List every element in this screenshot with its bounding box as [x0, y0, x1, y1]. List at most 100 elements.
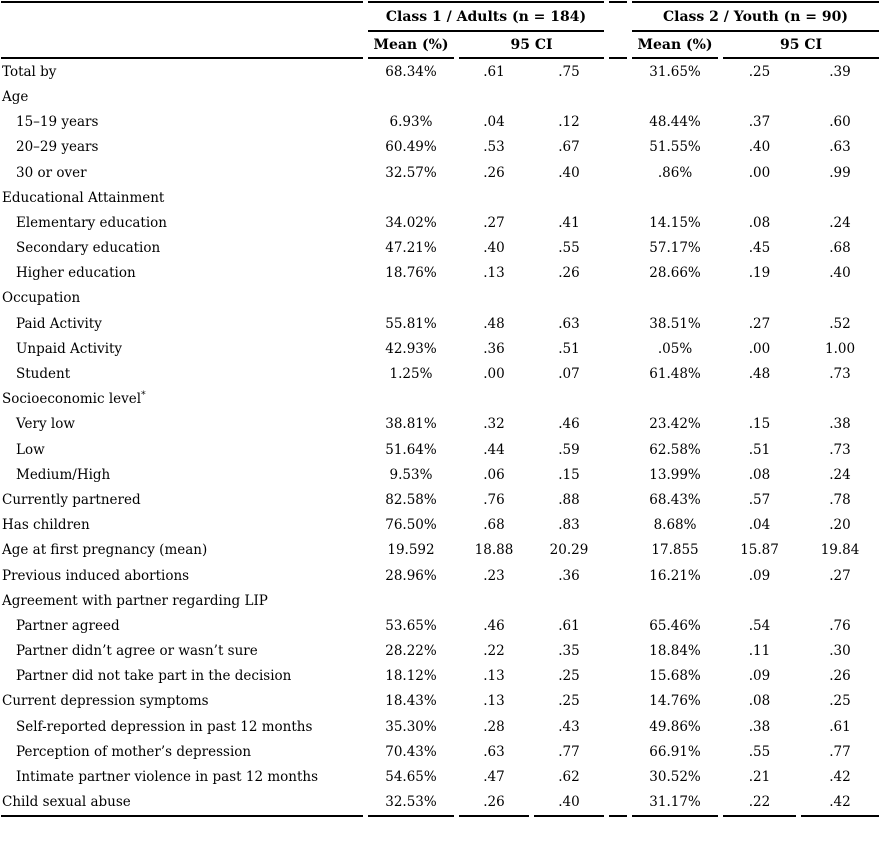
- column-gap: [609, 236, 627, 261]
- cell-value: 17.855: [651, 542, 699, 559]
- cell-value: 35.30%: [385, 718, 437, 735]
- cell-value: .13: [483, 693, 505, 710]
- cell-value: 57.17%: [649, 240, 701, 257]
- column-gap: [609, 538, 627, 563]
- column-gap: [609, 135, 627, 160]
- cell-value: 51.64%: [385, 441, 437, 458]
- row-label: Occupation: [2, 290, 81, 307]
- cell-value: [534, 588, 604, 613]
- cell-value: 18.43%: [385, 693, 437, 710]
- header-mean-class1: Mean (%): [368, 32, 454, 60]
- cell-value: .30: [829, 643, 851, 660]
- corner-cell: [1, 32, 363, 60]
- table-row: Very low 38.81% .32 .46 23.42% .15 .38: [1, 412, 879, 437]
- cell-value: .53: [483, 139, 505, 156]
- cell-value: .51: [748, 441, 771, 458]
- column-gap: [609, 563, 627, 588]
- cell-value: .27: [748, 315, 771, 332]
- cell-value: .36: [558, 567, 580, 584]
- cell-value: 66.91%: [649, 743, 701, 760]
- column-gap: [609, 185, 627, 210]
- column-gap: [609, 714, 627, 739]
- cell-value: 1.00: [824, 340, 856, 357]
- row-label: Elementary education: [16, 214, 167, 231]
- column-gap: [609, 361, 627, 386]
- cell-value: .04: [483, 114, 505, 131]
- cell-value: .28: [483, 718, 505, 735]
- cell-value: 31.17%: [632, 790, 719, 817]
- table-row: Current depression symptoms 18.43% .13 .25 1…: [1, 689, 879, 714]
- table-row: Partner agreed 53.65% .46 .61 65.46% .54 .76: [1, 613, 879, 638]
- table-row: Agreement with partner regarding LIP: [1, 588, 879, 613]
- row-label: Secondary education: [16, 240, 161, 257]
- cell-value: [534, 286, 604, 311]
- cell-value: .25: [558, 693, 580, 710]
- row-label: Agreement with partner regarding LIP: [2, 592, 268, 609]
- footnote-marker: *: [141, 390, 146, 401]
- cell-value: 61.48%: [649, 366, 701, 383]
- cell-value: .61: [483, 63, 505, 80]
- row-label: Currently partnered: [2, 491, 141, 508]
- column-gap: [609, 336, 627, 361]
- cell-value: .13: [483, 668, 505, 685]
- column-gap: [609, 487, 627, 512]
- cell-value: .15: [558, 466, 580, 483]
- cell-value: [632, 387, 718, 412]
- column-gap: [609, 513, 627, 538]
- cell-value: .55: [748, 743, 771, 760]
- row-label: Previous induced abortions: [2, 567, 190, 584]
- column-gap: [609, 790, 628, 817]
- cell-value: 18.84%: [649, 643, 701, 660]
- cell-value: [368, 588, 454, 613]
- cell-value: .07: [558, 366, 580, 383]
- table-row: Medium/High 9.53% .06 .15 13.99% .08 .24: [1, 462, 879, 487]
- cell-value: [801, 387, 879, 412]
- table-row: Child sexual abuse 32.53% .26.40 31.17% .22.…: [1, 790, 880, 817]
- cell-value: .00: [483, 366, 505, 383]
- row-label: Unpaid Activity: [16, 340, 123, 357]
- column-gap: [609, 84, 627, 109]
- cell-value: [632, 286, 718, 311]
- cell-value: [368, 387, 454, 412]
- cell-value: 15.87: [740, 542, 779, 559]
- cell-value: .20: [829, 517, 851, 534]
- table-row: Unpaid Activity 42.93% .36 .51 .05% .00 1.00: [1, 336, 879, 361]
- cell-value: .04: [748, 517, 771, 534]
- row-label: Higher education: [16, 265, 136, 282]
- row-label: Age at first pregnancy (mean): [2, 542, 208, 559]
- cell-value: .35: [558, 643, 580, 660]
- sub-header-row: Mean (%) 95 CI Mean (%) 95 CI: [1, 32, 880, 60]
- cell-value: 8.68%: [653, 517, 697, 534]
- column-gap: [609, 110, 627, 135]
- cell-value: 48.44%: [649, 114, 701, 131]
- cell-value: .09: [748, 668, 771, 685]
- table-row: Currently partnered 82.58% .76 .88 68.43% .57…: [1, 487, 879, 512]
- cell-value: 76.50%: [385, 517, 437, 534]
- row-label: Paid Activity: [16, 315, 102, 332]
- header-ci-class2: 95 CI: [723, 32, 880, 60]
- column-gap: [609, 160, 627, 185]
- cell-value: .26: [829, 668, 851, 685]
- table-row: Perception of mother’s depression 70.43%.…: [1, 739, 879, 764]
- col-group-class2: Class 2 / Youth (n = 90): [632, 1, 880, 32]
- cell-value: [801, 588, 879, 613]
- cell-value: .23: [483, 567, 505, 584]
- cell-value: 32.57%: [385, 164, 437, 181]
- table-row: Higher education 18.76% .13 .26 28.66% .19 .40: [1, 261, 879, 286]
- cell-value: 13.99%: [649, 466, 701, 483]
- cell-value: [459, 387, 529, 412]
- cell-value: .77: [558, 743, 580, 760]
- row-label: Partner did not take part in the decisio…: [16, 668, 292, 685]
- cell-value: .54: [748, 617, 771, 634]
- column-gap: [609, 210, 627, 235]
- cell-value: .51: [558, 340, 580, 357]
- cell-value: .63: [483, 743, 505, 760]
- table-row: Partner did not take part in the decisio…: [1, 664, 879, 689]
- table-row: Socioeconomic level*: [1, 387, 879, 412]
- cell-value: 15.68%: [649, 668, 701, 685]
- corner-cell: [1, 1, 363, 32]
- cell-value: .00: [748, 340, 771, 357]
- cell-value: .60: [829, 114, 851, 131]
- cell-value: 19.592: [387, 542, 435, 559]
- cell-value: .22: [723, 790, 797, 817]
